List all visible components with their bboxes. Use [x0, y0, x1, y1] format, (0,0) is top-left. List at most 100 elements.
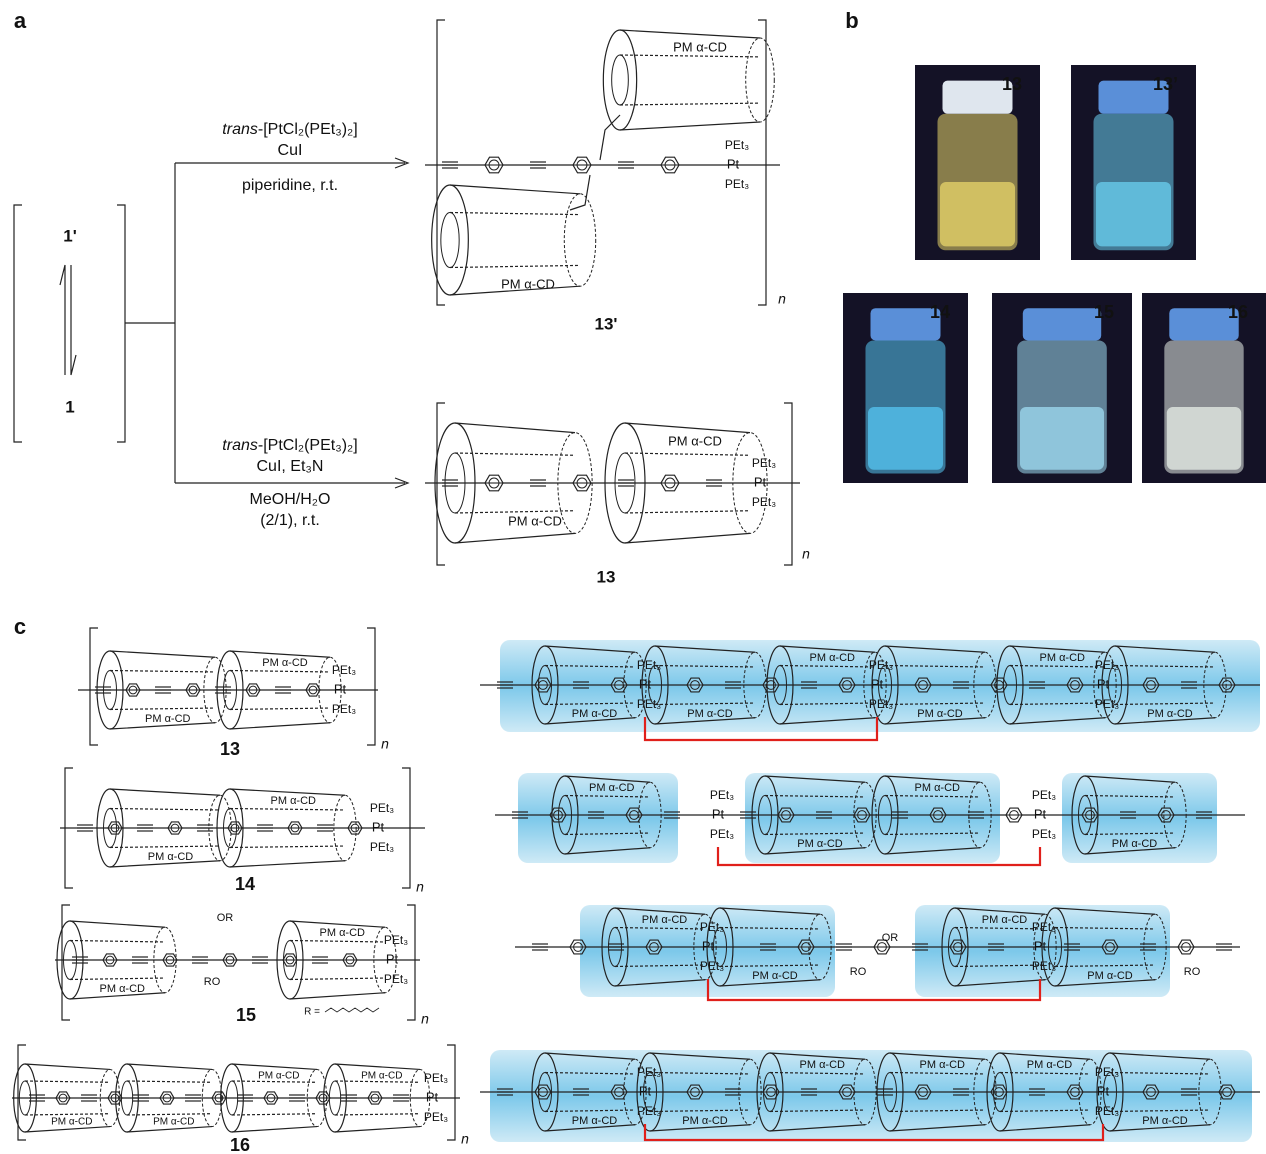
- label: PM α-CD: [51, 1117, 92, 1128]
- label: PM α-CD: [361, 1071, 402, 1082]
- label: PM α-CD: [100, 983, 146, 995]
- label: R =: [304, 1007, 320, 1018]
- linker: [570, 175, 590, 210]
- label: 16: [1228, 302, 1248, 322]
- line: [125, 163, 175, 483]
- label: CuI: [278, 142, 303, 159]
- label: PM α-CD: [1087, 970, 1133, 982]
- label: Pt: [712, 806, 725, 821]
- label: PM α-CD: [642, 914, 688, 926]
- vial-cap: [1023, 308, 1101, 340]
- label: n: [802, 546, 810, 562]
- arrow: [175, 478, 408, 488]
- label: n: [421, 1011, 429, 1027]
- label: PEt₃: [332, 663, 356, 677]
- benzene: [485, 157, 503, 173]
- bracket: [758, 20, 766, 305]
- label: piperidine, r.t.: [242, 177, 338, 194]
- label: Pt: [372, 819, 385, 834]
- label: PM α-CD: [673, 39, 727, 54]
- bracket: [14, 205, 22, 442]
- label: RO: [1184, 966, 1201, 978]
- label: 15: [236, 1005, 256, 1025]
- label: PEt₃: [752, 456, 776, 470]
- label: n: [461, 1131, 469, 1147]
- r-group: [325, 1008, 379, 1012]
- label: PM α-CD: [1142, 1115, 1188, 1127]
- bracket: [367, 628, 375, 745]
- reagent: trans-[PtCl₂(PEt₃)₂]: [222, 437, 357, 454]
- label: n: [778, 291, 786, 307]
- label: Pt: [1097, 676, 1110, 691]
- linker: [600, 115, 620, 160]
- label: PM α-CD: [752, 970, 798, 982]
- label: PM α-CD: [148, 851, 194, 863]
- label: 13: [1002, 74, 1022, 94]
- label: PM α-CD: [262, 657, 308, 669]
- label: PM α-CD: [917, 708, 963, 720]
- label: c: [14, 614, 26, 639]
- label: PM α-CD: [145, 713, 191, 725]
- reagent-text: -[PtCl₂(PEt₃)₂]: [258, 437, 358, 454]
- label: PM α-CD: [800, 1059, 846, 1071]
- label: PM α-CD: [320, 927, 366, 939]
- cd-body: [564, 194, 595, 286]
- label: PEt₃: [370, 801, 394, 815]
- figure: abc1'1trans-[PtCl₂(PEt₃)₂]CuIpiperidine,…: [0, 0, 1266, 1154]
- label: Pt: [1034, 806, 1047, 821]
- label: PEt₃: [370, 840, 394, 854]
- label: 16: [230, 1135, 250, 1154]
- bracket: [117, 205, 125, 442]
- arrow: [175, 158, 408, 168]
- label: PM α-CD: [687, 708, 733, 720]
- reagent-italic: trans: [222, 437, 258, 454]
- label: PM α-CD: [982, 914, 1028, 926]
- label: PM α-CD: [501, 276, 555, 291]
- reagent: trans-[PtCl₂(PEt₃)₂]: [222, 121, 357, 138]
- label: RO: [850, 966, 867, 978]
- benzene: [661, 157, 679, 173]
- label: PM α-CD: [1112, 838, 1158, 850]
- label: (2/1), r.t.: [260, 512, 320, 529]
- label: PM α-CD: [797, 838, 843, 850]
- label: PEt₃: [1032, 788, 1056, 802]
- label: Pt: [702, 938, 715, 953]
- label: n: [416, 879, 424, 895]
- label: PEt₃: [710, 788, 734, 802]
- vial-glow: [1096, 182, 1171, 246]
- label: Pt: [639, 676, 652, 691]
- label: MeOH/H₂O: [250, 491, 331, 508]
- label: PEt₃: [384, 933, 408, 947]
- cd-cavity: [612, 55, 629, 105]
- label: 13: [597, 567, 616, 586]
- label: PM α-CD: [668, 433, 722, 448]
- vial-glow: [868, 407, 943, 470]
- benzene: [573, 475, 591, 491]
- label: PM α-CD: [153, 1117, 194, 1128]
- reagent-italic: trans: [222, 121, 258, 138]
- cd-body: [746, 38, 775, 122]
- bracket: [437, 403, 445, 565]
- cd-cavity: [620, 55, 760, 105]
- label: RO: [204, 976, 221, 988]
- label: Pt: [426, 1089, 439, 1104]
- label: 13': [595, 314, 618, 333]
- cd-cavity: [441, 213, 459, 268]
- label: 1: [65, 397, 74, 416]
- bracket: [407, 905, 415, 1020]
- label: Pt: [639, 1083, 652, 1098]
- reagent-text: -[PtCl₂(PEt₃)₂]: [258, 121, 358, 138]
- label: Pt: [727, 156, 740, 171]
- label: Pt: [1034, 938, 1047, 953]
- label: PEt₃: [710, 827, 734, 841]
- label: 15: [1094, 302, 1114, 322]
- label: Pt: [754, 474, 767, 489]
- label: PM α-CD: [572, 708, 618, 720]
- label: PM α-CD: [258, 1071, 299, 1082]
- label: 14: [235, 874, 255, 894]
- label: Pt: [334, 681, 347, 696]
- label: PM α-CD: [920, 1059, 966, 1071]
- benzene: [485, 475, 503, 491]
- label: PM α-CD: [1027, 1059, 1073, 1071]
- label: PM α-CD: [810, 652, 856, 664]
